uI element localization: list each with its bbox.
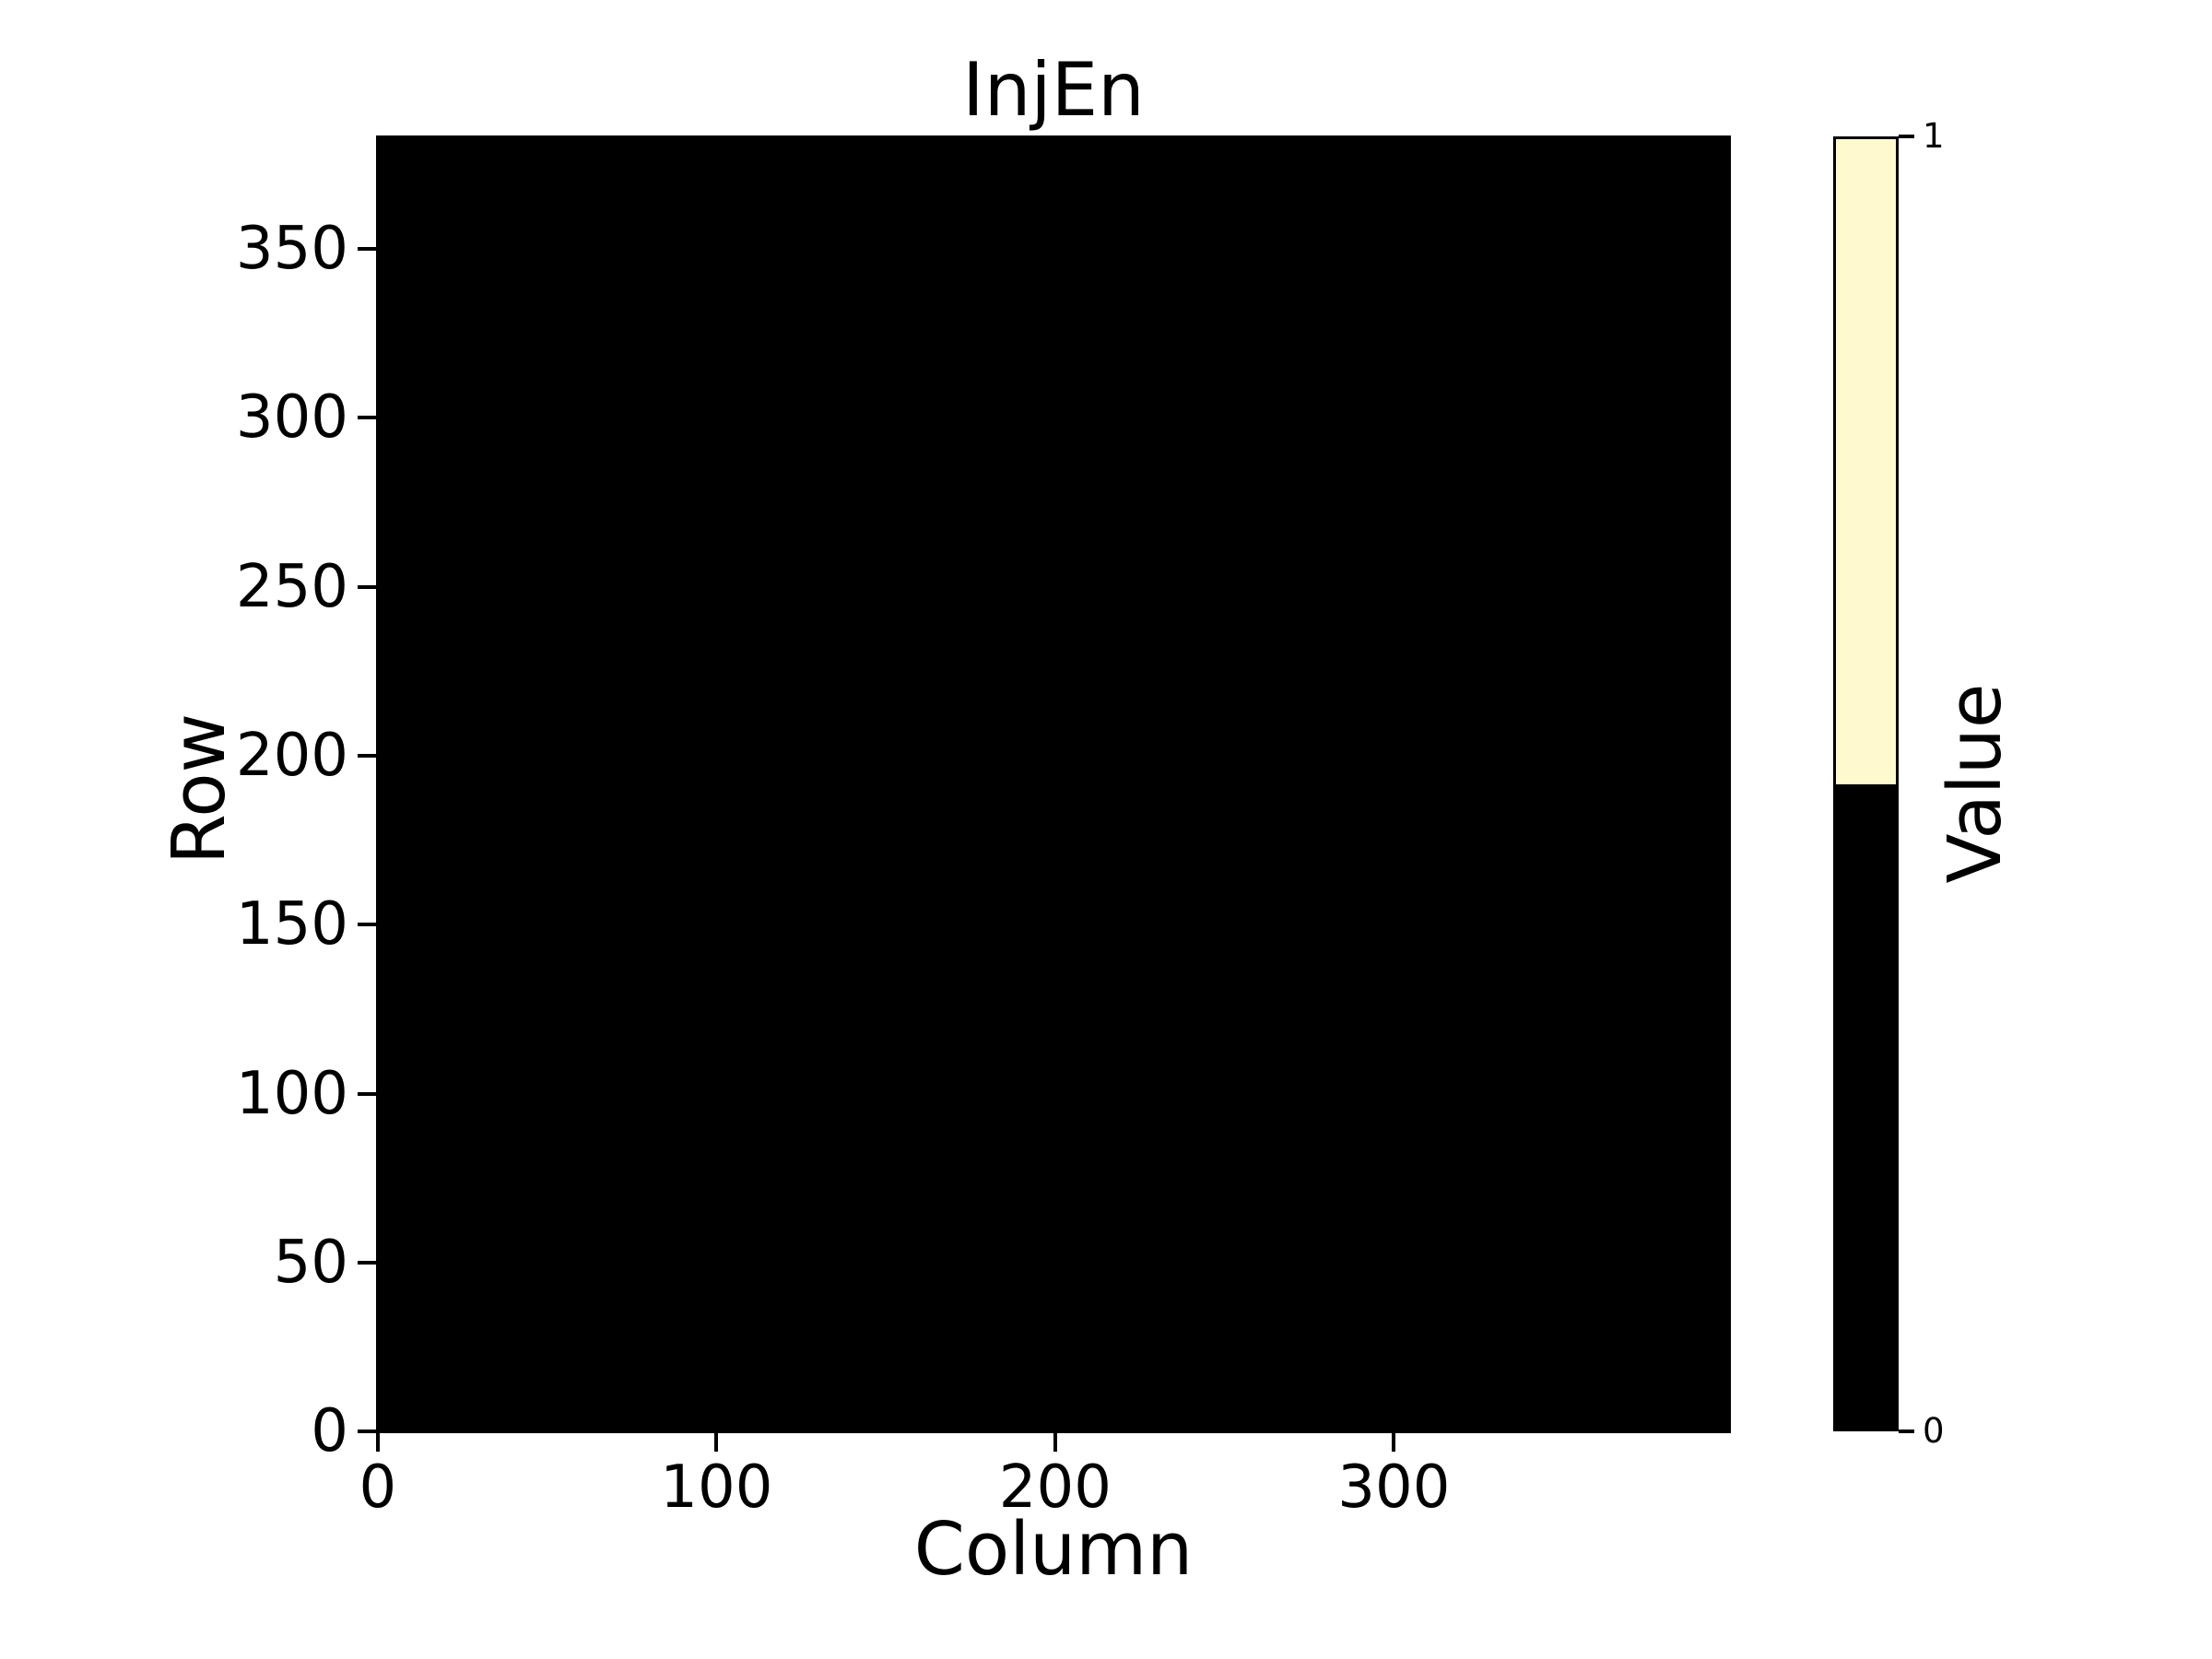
- y-tick-mark: [358, 1260, 376, 1265]
- y-tick-mark: [358, 1430, 376, 1434]
- colorbar-label-text: Value: [1933, 683, 2018, 884]
- y-tick-label: 0: [311, 1397, 348, 1466]
- x-tick-label: 300: [1337, 1453, 1451, 1522]
- y-tick-label: 50: [273, 1228, 348, 1297]
- y-tick-label: 300: [235, 383, 348, 453]
- colorbar-tick-mark: [1899, 1430, 1914, 1433]
- x-tick-mark: [375, 1433, 380, 1452]
- x-tick-mark: [714, 1433, 719, 1452]
- heatmap-plot-area: [376, 135, 1731, 1433]
- y-tick-label: 200: [235, 721, 348, 790]
- y-tick-mark: [358, 753, 376, 758]
- y-tick-label: 350: [235, 214, 348, 283]
- x-tick-mark: [1392, 1433, 1396, 1452]
- y-tick-mark: [358, 923, 376, 927]
- colorbar-tick-label: 0: [1923, 1411, 1945, 1451]
- y-tick-label: 150: [235, 890, 348, 959]
- x-tick-label: 200: [998, 1453, 1112, 1522]
- x-axis-label: Column: [913, 1507, 1194, 1592]
- colorbar-tick-mark: [1899, 135, 1914, 138]
- colorbar: [1833, 136, 1899, 1431]
- x-tick-label: 100: [660, 1453, 773, 1522]
- y-tick-mark: [358, 246, 376, 251]
- y-tick-mark: [358, 1091, 376, 1096]
- y-axis-label-text: Row: [157, 712, 241, 865]
- colorbar-segment-value-0: [1836, 783, 1896, 1429]
- x-tick-mark: [1053, 1433, 1057, 1452]
- chart-title: InjEn: [962, 47, 1145, 133]
- colorbar-tick-label: 1: [1923, 116, 1945, 156]
- y-tick-mark: [358, 416, 376, 420]
- y-tick-label: 100: [235, 1059, 348, 1128]
- x-tick-label: 0: [359, 1453, 397, 1522]
- y-tick-label: 250: [235, 552, 348, 621]
- y-tick-mark: [358, 584, 376, 589]
- colorbar-segment-value-1: [1836, 139, 1896, 784]
